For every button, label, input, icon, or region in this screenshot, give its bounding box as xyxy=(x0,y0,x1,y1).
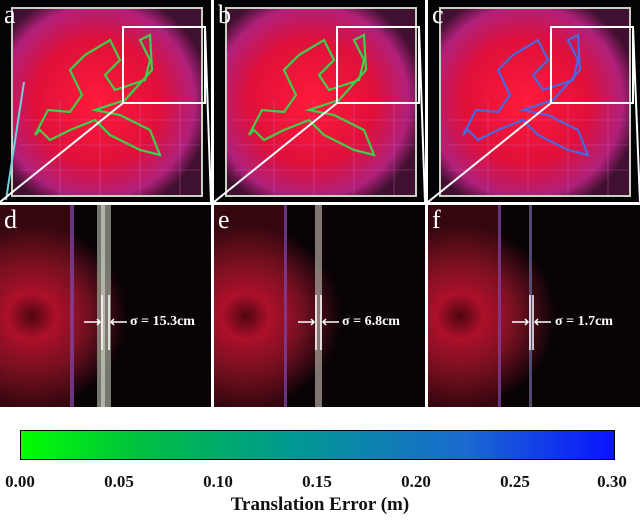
zoom-box-b xyxy=(336,26,420,104)
pointcloud-map-c xyxy=(428,7,640,202)
panel-f: f σ = 1.7cm xyxy=(428,205,640,407)
trajectory-a xyxy=(34,33,162,157)
panel-c: c xyxy=(428,0,640,202)
colorbar-title: Translation Error (m) xyxy=(230,494,410,515)
zoomed-view-e xyxy=(214,205,425,407)
colorbar-tick: 0.30 xyxy=(597,472,627,491)
colorbar-tick: 0.05 xyxy=(104,472,134,491)
panel-e: e σ = 6.8cm xyxy=(214,205,425,407)
zoomed-view-f xyxy=(428,205,640,407)
sigma-annotation: σ = 15.3cm xyxy=(130,314,195,329)
colorbar-tick: 0.10 xyxy=(203,472,233,491)
trajectory-c xyxy=(462,33,590,157)
zoomed-view-d xyxy=(0,205,211,407)
panel-label: f xyxy=(432,205,441,234)
pointcloud-map-a xyxy=(0,7,211,202)
zoom-box-a xyxy=(122,26,206,104)
trajectory-b xyxy=(248,33,376,157)
pointcloud-map-b xyxy=(214,7,425,202)
colorbar-tick: 0.00 xyxy=(5,472,35,491)
panel-label: e xyxy=(218,205,230,234)
sigma-annotation: σ = 1.7cm xyxy=(555,314,613,329)
colorbar-tick: 0.15 xyxy=(302,472,332,491)
zoom-box-c xyxy=(550,26,634,104)
colorbar-tick: 0.25 xyxy=(500,472,530,491)
sigma-annotation: σ = 6.8cm xyxy=(342,314,400,329)
panel-label: a xyxy=(4,0,16,29)
panel-d: d σ = 15.3cm xyxy=(0,205,211,407)
panel-a: a xyxy=(0,0,211,202)
colorbar-tick: 0.20 xyxy=(401,472,431,491)
panel-b: b xyxy=(214,0,425,202)
panel-label: c xyxy=(432,0,444,29)
colorbar xyxy=(20,430,615,460)
panel-label: d xyxy=(4,205,17,234)
panel-label: b xyxy=(218,0,231,29)
